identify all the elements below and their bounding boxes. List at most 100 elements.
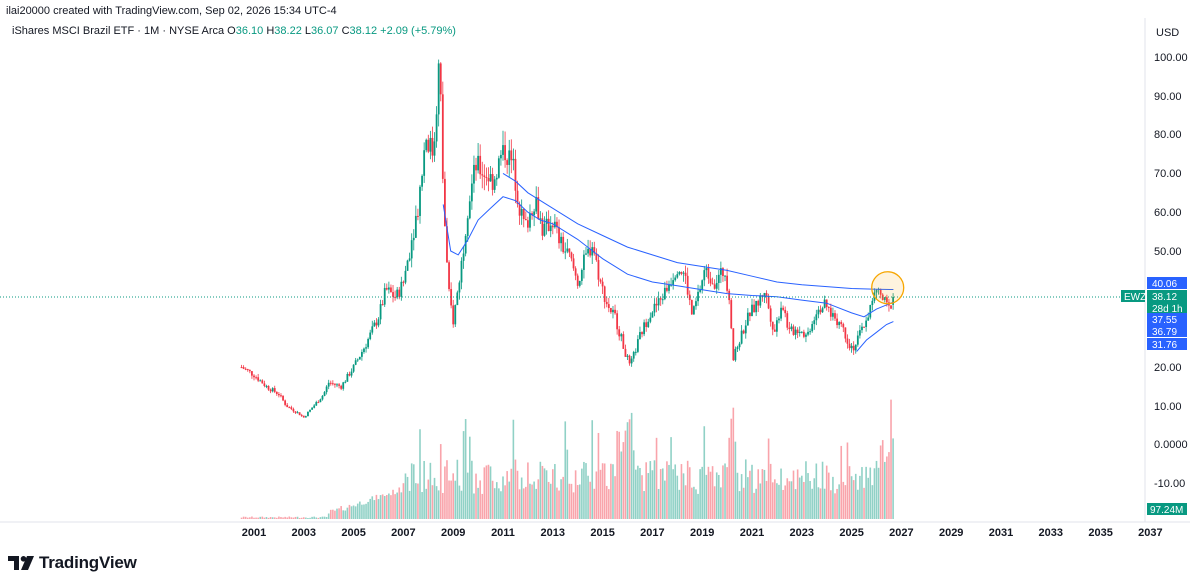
candle-body [502, 145, 504, 155]
volume-bar [439, 444, 442, 519]
volume-bar [246, 517, 249, 519]
tradingview-logo[interactable]: TradingView [8, 553, 137, 573]
candle-body [464, 235, 467, 254]
volume-bar [705, 474, 708, 519]
candle-body [589, 248, 592, 256]
candle-body [342, 382, 345, 389]
candle-body [460, 260, 463, 283]
candle-body [541, 218, 544, 236]
volume-bar [369, 498, 371, 519]
candle-body [259, 380, 262, 382]
volume-bar [429, 462, 432, 519]
volume-bar [477, 487, 479, 519]
candle-body [495, 177, 498, 180]
candle-body [587, 248, 589, 254]
candle-body [429, 137, 432, 152]
volume-bar [568, 483, 571, 519]
candle-body [361, 351, 363, 357]
volume-bar [354, 506, 357, 519]
volume-bar [471, 460, 473, 519]
candle-body [601, 281, 604, 287]
volume-bar [798, 477, 801, 519]
candle-body [867, 317, 870, 321]
volume-bar [533, 481, 535, 519]
candle-body [371, 326, 374, 333]
volume-bar [527, 462, 529, 519]
volume-bar [786, 478, 789, 519]
candle-body [852, 345, 855, 351]
volume-bar [608, 489, 610, 519]
volume-bar [284, 516, 286, 519]
volume-bar [697, 493, 699, 519]
volume-bar [456, 459, 459, 519]
candle-body [319, 399, 322, 403]
candle-body [300, 415, 303, 417]
volume-bar [390, 495, 392, 519]
volume-bar [560, 479, 562, 519]
candle-body [400, 281, 403, 297]
candle-body [545, 218, 548, 224]
candle-body [850, 345, 853, 349]
volume-bar [794, 489, 797, 519]
candle-body [861, 326, 863, 331]
candle-body [304, 416, 307, 418]
candle-body [572, 258, 575, 269]
volume-bar [311, 516, 313, 519]
candle-body [313, 405, 316, 408]
volume-bar [452, 473, 454, 519]
candle-body [468, 201, 471, 219]
candle-body [695, 301, 697, 307]
candle-body [802, 331, 805, 337]
candle-body [780, 307, 782, 319]
candle-body [529, 213, 531, 228]
candle-body [705, 268, 708, 271]
candle-body [248, 369, 251, 372]
volume-bar [649, 461, 652, 519]
candle-body [800, 331, 803, 333]
candle-body [738, 343, 741, 348]
candle-body [520, 208, 523, 216]
volume-bar [888, 452, 890, 519]
volume-bar [383, 495, 386, 519]
price-axis-ticks: 100.00 90.00 80.00 70.00 60.00 50.00 20.00 10.0… [1154, 52, 1188, 490]
time-axis-ticks: 2001 2003 2005 2007 2009 2011 2013 2015 2017 2019… [242, 527, 1163, 539]
volume-bar [325, 516, 328, 519]
volume-bar [398, 487, 401, 519]
symbol-tag-label: EWZ [1124, 292, 1146, 303]
candle-body [838, 322, 841, 326]
x-tick-label: 2001 [242, 527, 266, 539]
highlight-circle [871, 271, 905, 305]
volume-bar [763, 469, 766, 519]
candle-body [504, 145, 506, 161]
volume-bar [771, 482, 774, 519]
volume-bar [562, 476, 564, 519]
candle-body [628, 355, 631, 364]
volume-bar [846, 442, 849, 519]
candle-body [653, 303, 656, 313]
volume-bar [392, 489, 394, 519]
candle-body [585, 253, 587, 255]
candle-body [527, 220, 529, 228]
candle-body [358, 356, 361, 360]
volume-bar [265, 517, 268, 519]
x-tick-label: 2007 [391, 527, 415, 539]
candle-body [719, 268, 722, 275]
volume-bar [597, 432, 600, 519]
candle-body [744, 325, 747, 334]
volume-bar [257, 517, 259, 519]
volume-bar [290, 517, 293, 519]
candle-body [778, 318, 780, 321]
price-tag-bg [1147, 338, 1187, 350]
candle-body [711, 283, 714, 285]
candle-body [796, 329, 799, 334]
candle-body [863, 326, 865, 328]
candle-body [522, 208, 525, 220]
volume-bar [730, 418, 733, 519]
candle-body [365, 347, 367, 349]
candle-body [385, 287, 388, 290]
volume-bar [823, 488, 826, 519]
candle-body [367, 339, 370, 348]
candle-body [336, 384, 338, 386]
candle-body [767, 296, 770, 309]
